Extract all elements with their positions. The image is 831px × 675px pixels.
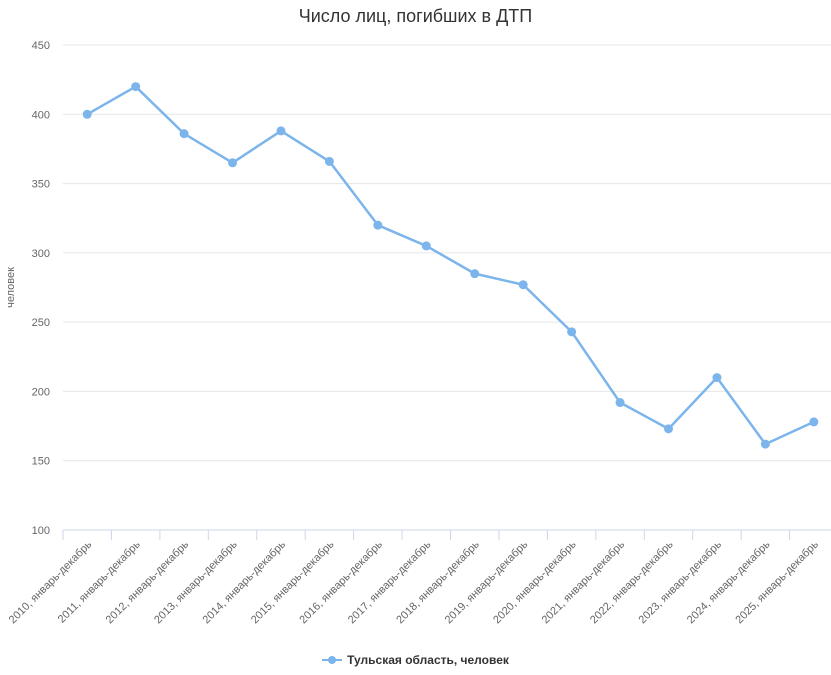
- data-point-2010[interactable]: [82, 109, 92, 119]
- y-tick-label: 450: [32, 40, 50, 52]
- x-tick-label: 2017, январь-декабрь: [346, 538, 434, 626]
- y-tick-label: 250: [32, 317, 50, 329]
- data-point-2011[interactable]: [131, 82, 141, 92]
- x-tick-label: 2024, январь-декабрь: [685, 538, 773, 626]
- x-tick-label: 2010, январь-декабрь: [7, 538, 95, 626]
- y-tick-label: 200: [32, 386, 50, 398]
- data-point-2016[interactable]: [373, 220, 383, 230]
- data-point-2025[interactable]: [809, 417, 819, 427]
- x-tick-label: 2014, январь-декабрь: [201, 538, 289, 626]
- series-line: [85, 85, 816, 446]
- x-tick-label: 2011, январь-декабрь: [56, 538, 143, 625]
- data-point-2012[interactable]: [179, 129, 189, 139]
- legend-line-marker-icon: [322, 656, 343, 664]
- y-tick-label: 150: [32, 456, 50, 468]
- data-point-2023[interactable]: [712, 373, 722, 383]
- legend-item-tula-oblast[interactable]: Тульская область, человек: [322, 653, 509, 667]
- series-tula-oblast: [82, 82, 819, 449]
- y-tick-label: 300: [32, 248, 50, 260]
- x-tick-label: 2021, январь-декабрь: [540, 538, 628, 626]
- data-point-2020[interactable]: [567, 327, 577, 337]
- gridlines: [63, 44, 831, 462]
- x-tick-label: 2018, январь-декабрь: [394, 538, 482, 626]
- x-tick-label: 2023, январь-декабрь: [637, 538, 725, 626]
- data-point-2021[interactable]: [615, 398, 625, 408]
- data-point-2024[interactable]: [760, 439, 770, 449]
- x-tick-label: 2022, январь-декабрь: [588, 538, 676, 626]
- y-tick-label: 350: [32, 179, 50, 191]
- data-point-2019[interactable]: [518, 280, 528, 290]
- x-axis: [62, 529, 831, 540]
- data-point-2013[interactable]: [228, 158, 238, 168]
- x-tick-label: 2015, январь-декабрь: [249, 538, 337, 626]
- legend: Тульская область, человек: [0, 653, 831, 667]
- x-tick-label: 2013, январь-декабрь: [152, 538, 240, 626]
- x-tick-label: 2019, январь-декабрь: [443, 538, 531, 626]
- y-tick-label: 400: [32, 109, 50, 121]
- y-axis-labels: 100 150 200 250 300 350 400 450: [32, 40, 50, 537]
- x-tick-label: 2016, январь-декабрь: [297, 538, 385, 626]
- x-tick-label: 2012, январь-декабрь: [104, 538, 192, 626]
- x-tick-label: 2020, январь-декабрь: [491, 538, 579, 626]
- data-point-2015[interactable]: [324, 156, 334, 166]
- data-point-2014[interactable]: [276, 126, 286, 136]
- data-point-2017[interactable]: [421, 241, 431, 251]
- y-tick-label: 100: [32, 525, 50, 537]
- x-tick-label: 2025, январь-декабрь: [733, 538, 821, 626]
- legend-label: Тульская область, человек: [347, 653, 509, 667]
- data-point-2018[interactable]: [470, 269, 480, 279]
- chart-title: Число лиц, погибших в ДТП: [298, 6, 533, 26]
- y-axis-title: человек: [5, 267, 17, 308]
- data-point-2022[interactable]: [664, 424, 673, 434]
